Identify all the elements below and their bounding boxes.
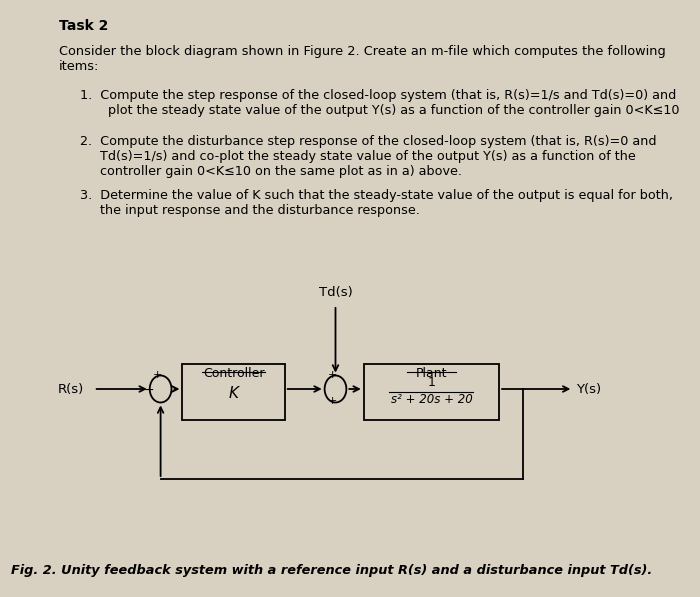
Text: +: + (328, 370, 337, 380)
Text: R(s): R(s) (57, 383, 84, 395)
Text: Consider the block diagram shown in Figure 2. Create an m-file which computes th: Consider the block diagram shown in Figu… (59, 45, 666, 73)
Text: s² + 20s + 20: s² + 20s + 20 (391, 393, 472, 406)
Text: Y(s): Y(s) (577, 383, 601, 395)
Text: Fig. 2. Unity feedback system with a reference input R(s) and a disturbance inpu: Fig. 2. Unity feedback system with a ref… (10, 564, 652, 577)
Text: Task 2: Task 2 (59, 19, 108, 33)
Text: 3.  Determine the value of K such that the steady-state value of the output is e: 3. Determine the value of K such that th… (80, 189, 673, 217)
Text: Controller: Controller (203, 367, 265, 380)
Text: +: + (328, 396, 337, 406)
Text: 1.  Compute the step response of the closed-loop system (that is, R(s)=1/s and T: 1. Compute the step response of the clos… (80, 89, 680, 117)
Text: Plant: Plant (416, 367, 447, 380)
Text: Td(s): Td(s) (318, 286, 352, 299)
Text: 1: 1 (428, 376, 435, 389)
FancyBboxPatch shape (183, 364, 285, 420)
Text: K: K (228, 386, 239, 402)
Text: 2.  Compute the disturbance step response of the closed-loop system (that is, R(: 2. Compute the disturbance step response… (80, 135, 657, 178)
FancyBboxPatch shape (364, 364, 499, 420)
Text: +: + (153, 370, 162, 380)
Text: −: − (144, 383, 155, 396)
